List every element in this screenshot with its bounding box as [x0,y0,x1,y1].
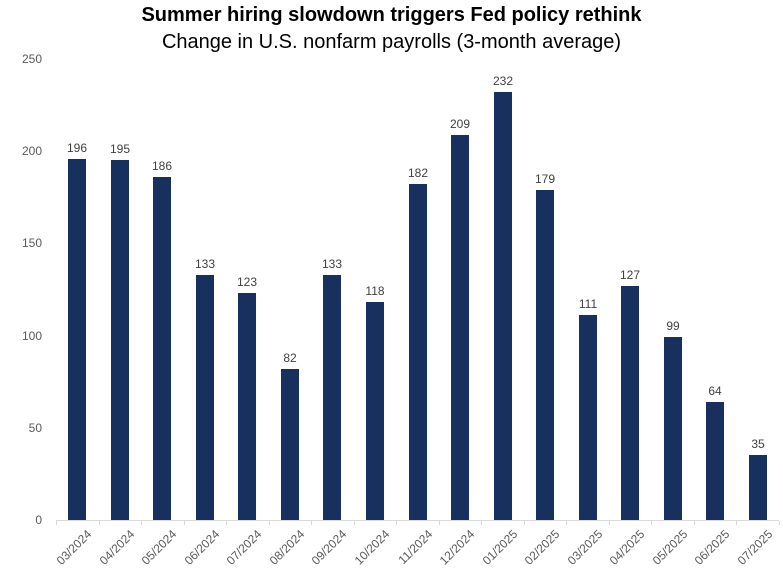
y-axis-tick-label: 250 [21,52,42,66]
x-axis-tick-label-text: 03/2025 [564,527,605,568]
x-axis-tick-label-text: 10/2024 [351,527,392,568]
x-axis-tick-label-text: 04/2025 [606,527,647,568]
bar [451,135,469,520]
bar [153,177,171,520]
bar-value-label: 127 [619,268,641,282]
x-axis-tick [311,521,313,525]
y-axis-tick-label: 0 [35,513,42,527]
x-axis-tick [736,521,738,525]
bar-value-label: 133 [321,257,343,271]
x-axis-tick-label-text: 09/2024 [308,527,349,568]
bar [196,275,214,520]
bar-value-label: 196 [66,141,88,155]
x-axis-line [56,520,779,521]
y-axis-tick-label: 150 [21,236,42,251]
bar-value-label: 82 [283,351,297,365]
bar [366,302,384,520]
x-axis-tick [779,521,780,525]
x-axis-tick-label-text: 02/2025 [521,527,562,568]
bar [281,369,299,520]
x-axis-tick [353,521,355,525]
bar [749,455,767,520]
x-axis-tick [566,521,568,525]
x-axis-tick [226,521,228,525]
x-axis-tick [608,521,610,525]
x-axis-tick-label-text: 03/2024 [53,527,94,568]
bar [111,160,129,520]
x-axis-tick-label-text: 12/2024 [436,527,477,568]
x-axis-tick-label-text: 11/2024 [394,527,435,567]
bar [409,184,427,520]
x-axis-tick-label-text: 04/2024 [96,527,137,568]
y-axis-tick-label: 50 [28,420,42,435]
bar [494,92,512,520]
x-axis-tick-label-text: 05/2024 [138,527,179,568]
bar-value-label: 118 [365,284,385,298]
x-axis-tick-label-text: 06/2024 [181,527,222,568]
bar-value-label: 186 [151,159,173,173]
bar [68,159,86,520]
bar-value-label: 232 [492,74,514,88]
bar [706,402,724,520]
bar-value-label: 133 [194,257,216,271]
y-axis-tick-label: 100 [21,328,42,343]
bar-value-label: 195 [109,142,131,156]
chart-subtitle: Change in U.S. nonfarm payrolls (3-month… [161,31,622,53]
x-axis-tick [141,521,143,525]
x-axis-tick [651,521,653,525]
x-axis-tick-label-text: 07/2025 [734,527,775,568]
x-axis-tick [693,521,695,525]
bar [238,293,256,520]
x-axis-tick [481,521,483,525]
y-axis-tick-label: 200 [21,144,42,159]
bar-value-label: 35 [751,437,765,451]
x-axis-tick-label-text: 07/2024 [223,527,264,568]
bar-value-label: 123 [236,275,258,289]
x-axis-tick [268,521,270,525]
x-axis-tick [523,521,525,525]
bar [536,190,554,520]
bar-value-label: 182 [407,166,429,180]
x-axis-tick-label-text: 05/2025 [649,527,690,568]
bar [323,275,341,520]
bar-value-label: 64 [708,384,722,398]
x-axis-tick [396,521,398,525]
chart-title: Summer hiring slowdown triggers Fed poli… [141,4,642,26]
x-axis-tick [56,521,57,525]
x-axis-tick [438,521,440,525]
x-axis-tick-label-text: 08/2024 [266,527,307,568]
bar [664,337,682,520]
bar [621,286,639,520]
bar-value-label: 99 [666,319,680,333]
x-axis-tick [183,521,185,525]
bar-value-label: 111 [578,297,598,311]
x-axis-tick-label-text: 06/2025 [691,527,732,568]
x-axis-tick [98,521,100,525]
bar [579,315,597,520]
x-axis-tick-label-text: 01/2025 [479,527,520,568]
bar-value-label: 179 [534,172,556,186]
bar-value-label: 209 [449,117,471,131]
